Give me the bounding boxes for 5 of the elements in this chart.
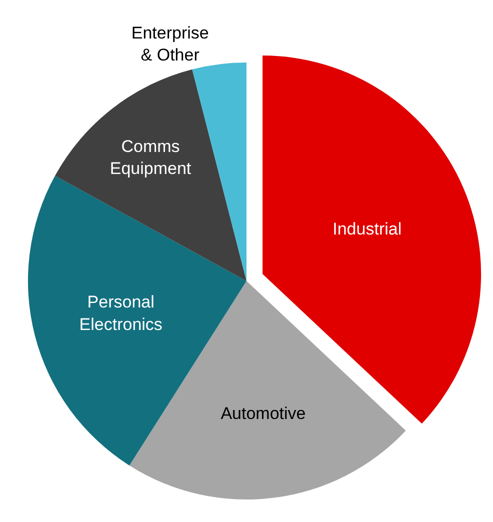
slice-label: Enterprise & Other (131, 23, 209, 65)
slice-label: Automotive (220, 404, 306, 423)
slice-label: Industrial (332, 219, 402, 238)
slice-label: Comms Equipment (110, 136, 192, 178)
slice-label: Personal Electronics (79, 292, 162, 334)
